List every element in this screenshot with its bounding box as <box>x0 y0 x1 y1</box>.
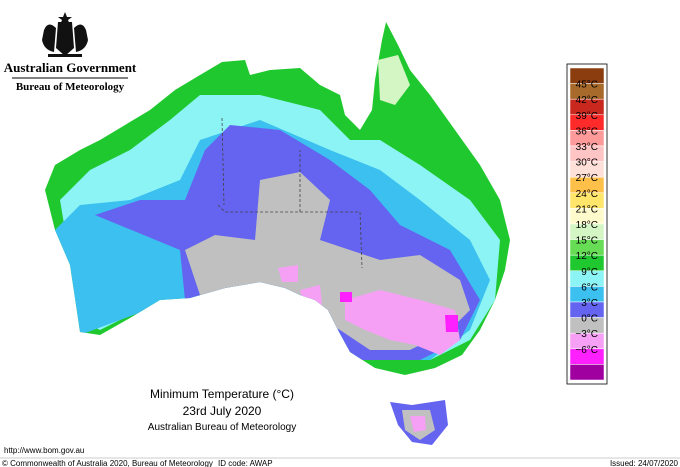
legend-label: 12°C <box>576 251 598 262</box>
map-source: Australian Bureau of Meteorology <box>148 422 296 433</box>
legend-label: 18°C <box>576 220 598 231</box>
legend-label: 3°C <box>581 298 598 309</box>
legend-label: 36°C <box>576 126 598 137</box>
footer-copyright: © Commonwealth of Australia 2020, Bureau… <box>2 459 213 467</box>
footer-issued: Issued: 24/07/2020 <box>610 459 679 467</box>
footer-url: http://www.bom.gov.au <box>4 446 84 455</box>
legend-label: 9°C <box>581 267 598 278</box>
legend-swatch <box>569 364 605 381</box>
footer-id: ID code: AWAP <box>218 459 273 467</box>
legend-label: 27°C <box>576 173 598 184</box>
legend-label: 45°C <box>576 80 598 91</box>
crest <box>42 12 88 57</box>
map-date: 23rd July 2020 <box>183 404 262 418</box>
legend-label: 30°C <box>576 158 598 169</box>
legend: 45°C 42°C 39°C 36°C 33°C 30°C 27°C 24°C 21°C 18°C… <box>569 67 605 381</box>
legend-label: −6°C <box>575 345 598 356</box>
legend-label: 15°C <box>576 236 598 247</box>
legend-label: 42°C <box>576 95 598 106</box>
legend-label: 39°C <box>576 111 598 122</box>
legend-label: −3°C <box>575 329 598 340</box>
government-name: Australian Government <box>4 60 137 75</box>
tasmania-frost <box>410 416 426 432</box>
legend-label: 21°C <box>576 204 598 215</box>
agency-name: Bureau of Meteorology <box>16 81 125 93</box>
legend-label: 0°C <box>581 314 598 325</box>
legend-label: 6°C <box>581 282 598 293</box>
legend-label: 24°C <box>576 189 598 200</box>
legend-label: 33°C <box>576 142 598 153</box>
map-title: Minimum Temperature (°C) <box>150 387 294 401</box>
